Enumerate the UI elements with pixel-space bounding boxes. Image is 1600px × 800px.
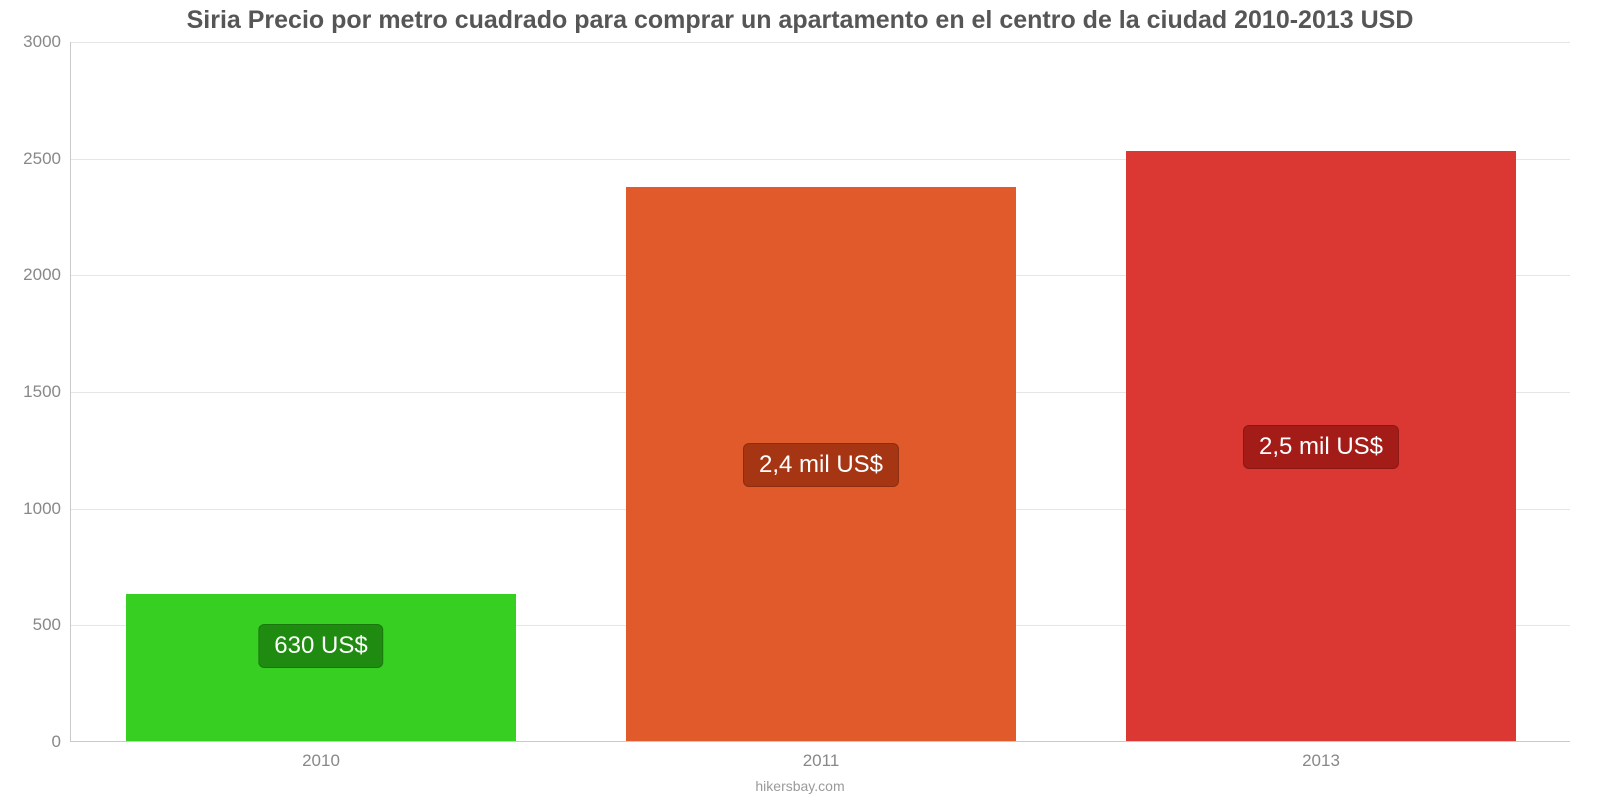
- y-tick-label: 500: [33, 615, 71, 635]
- value-label: 2,4 mil US$: [743, 443, 899, 487]
- y-tick-label: 1000: [23, 499, 71, 519]
- attribution-text: hikersbay.com: [755, 778, 844, 794]
- bar-chart: Siria Precio por metro cuadrado para com…: [0, 0, 1600, 800]
- value-label: 2,5 mil US$: [1243, 425, 1399, 469]
- y-tick-label: 2000: [23, 265, 71, 285]
- y-tick-label: 3000: [23, 32, 71, 52]
- plot-area: 0500100015002000250030002010630 US$20112…: [70, 42, 1570, 742]
- y-tick-label: 2500: [23, 149, 71, 169]
- chart-title: Siria Precio por metro cuadrado para com…: [0, 0, 1600, 35]
- x-tick-label: 2011: [803, 741, 840, 771]
- y-tick-label: 0: [52, 732, 71, 752]
- y-tick-label: 1500: [23, 382, 71, 402]
- value-label: 630 US$: [258, 624, 383, 668]
- x-tick-label: 2013: [1302, 741, 1340, 771]
- x-tick-label: 2010: [302, 741, 340, 771]
- gridline: [71, 42, 1570, 43]
